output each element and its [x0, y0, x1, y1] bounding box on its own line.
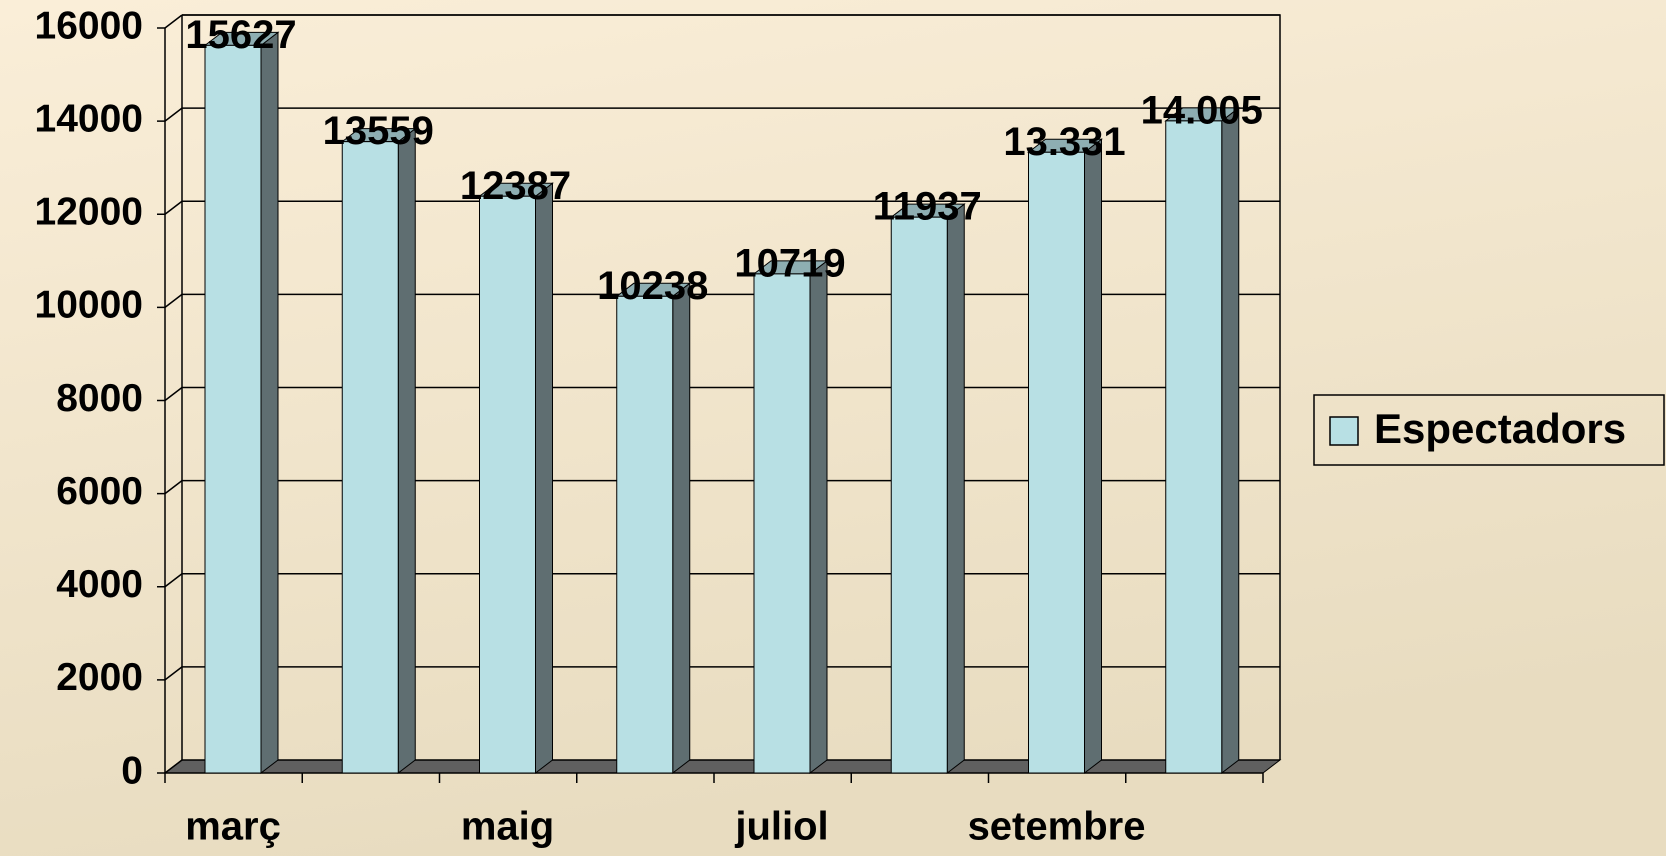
grid-line-side: [164, 573, 183, 588]
y-tick-label: 10000: [35, 284, 143, 327]
bar: [340, 127, 417, 775]
bar-front: [204, 44, 262, 774]
bar-front: [479, 195, 536, 774]
bar: [478, 182, 554, 775]
bar-side: [1084, 138, 1102, 775]
bar: [1027, 138, 1103, 775]
grid-line-side: [164, 386, 183, 402]
y-tick-label: 0: [121, 749, 143, 792]
bar-side: [397, 127, 416, 775]
data-label: 13559: [323, 109, 434, 153]
bar-side: [946, 203, 965, 775]
bar-side: [1221, 106, 1240, 775]
grid-line-side: [164, 293, 183, 308]
floor: [163, 759, 1282, 774]
y-tick-label: 12000: [35, 191, 143, 234]
y-tick-label: 4000: [56, 563, 143, 606]
legend-swatch: [1329, 416, 1359, 446]
bar-front: [1028, 151, 1085, 774]
grid-line-side: [164, 200, 183, 215]
grid-line-side: [164, 14, 183, 29]
data-label: 10719: [734, 241, 845, 285]
data-label: 13.331: [1003, 120, 1125, 164]
bar-front: [341, 141, 399, 774]
bar-front: [890, 216, 948, 774]
x-tick-label: març: [185, 805, 281, 849]
y-tick-label: 14000: [35, 97, 143, 140]
bar-side: [260, 31, 279, 775]
bar-front: [753, 273, 811, 774]
data-label: 14.005: [1141, 88, 1263, 132]
y-tick-label: 16000: [35, 4, 143, 47]
bar-side: [672, 282, 691, 775]
bar-side: [535, 182, 553, 775]
bar: [1164, 106, 1241, 775]
bar-front: [1165, 120, 1223, 774]
grid-line-side: [164, 480, 183, 495]
data-label: 12387: [460, 164, 571, 208]
legend-box: [1313, 394, 1665, 466]
bar: [203, 31, 280, 775]
x-tick-label: maig: [461, 805, 554, 849]
y-tick-label: 8000: [56, 377, 143, 420]
y-tick-label: 6000: [56, 470, 143, 513]
y-tick-label: 2000: [56, 656, 143, 699]
grid-line-side: [164, 107, 183, 122]
grid-line-side: [164, 666, 183, 681]
bar: [615, 282, 692, 775]
grid-line-side: [164, 759, 183, 774]
bar: [889, 203, 966, 775]
data-label: 11937: [873, 185, 982, 229]
bar-front: [616, 295, 674, 774]
bar-side: [809, 259, 828, 775]
x-tick-label: setembre: [968, 805, 1146, 849]
data-label: 15627: [185, 13, 296, 57]
data-label: 10238: [597, 264, 708, 308]
bar: [752, 259, 829, 775]
x-tick-label: juliol: [734, 805, 828, 849]
legend-label: Espectadors: [1374, 405, 1626, 452]
